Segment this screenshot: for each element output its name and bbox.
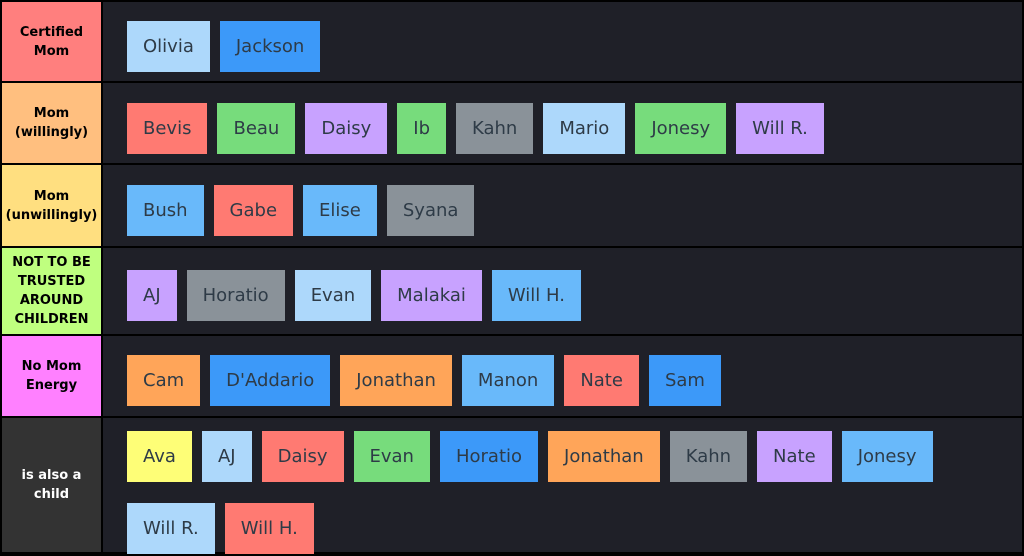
tier-item-chip[interactable]: Sam (648, 355, 721, 406)
tier-item-chip[interactable]: Malakai (381, 270, 482, 321)
tier-item-chip[interactable]: Bush (127, 185, 204, 236)
tier-items-area[interactable]: Bevis Beau Daisy Ib Kahn Mario Jonesy Wi… (103, 83, 1022, 163)
tier-item-chip[interactable]: Manon (461, 355, 555, 406)
tier-item-chip[interactable]: Bevis (127, 103, 208, 154)
tier-items-area[interactable]: Olivia Jackson (103, 2, 1022, 81)
tier-item-chip[interactable]: Jonesy (635, 103, 727, 154)
tier-item-chip[interactable]: Nate (564, 355, 639, 406)
tier-item-chip[interactable]: D'Addario (210, 355, 331, 406)
tier-item-chip[interactable]: Syana (386, 185, 475, 236)
tier-label[interactable]: Mom (willingly) (2, 83, 101, 163)
tier-items-area[interactable]: Bush Gabe Elise Syana (103, 165, 1022, 246)
tier-row: is also a child Ava AJ Daisy Evan Horati… (2, 418, 1022, 554)
tier-item-chip[interactable]: Will R. (736, 103, 824, 154)
tier-item-chip[interactable]: Olivia (127, 21, 210, 72)
tier-items-area[interactable]: AJ Horatio Evan Malakai Will H. (103, 248, 1022, 334)
tier-item-chip[interactable]: Nate (757, 431, 832, 482)
tier-items-area[interactable]: Cam D'Addario Jonathan Manon Nate Sam (103, 336, 1022, 416)
tier-item-chip[interactable]: Daisy (305, 103, 388, 154)
tier-item-chip[interactable]: Elise (303, 185, 377, 236)
tier-item-chip[interactable]: Jonathan (548, 431, 660, 482)
tier-item-chip[interactable]: Horatio (186, 270, 285, 321)
tier-item-chip[interactable]: Evan (294, 270, 372, 321)
tier-item-chip[interactable]: Will H. (491, 270, 581, 321)
tier-row: Certified Mom Olivia Jackson (2, 2, 1022, 81)
tier-item-chip[interactable]: Horatio (439, 431, 539, 482)
tier-item-chip[interactable]: Beau (217, 103, 296, 154)
tier-label[interactable]: Certified Mom (2, 2, 101, 81)
tier-items-area[interactable]: Ava AJ Daisy Evan Horatio Jonathan Kahn … (103, 418, 1022, 554)
tier-item-chip[interactable]: Daisy (261, 431, 344, 482)
tier-item-chip[interactable]: Kahn (456, 103, 534, 154)
tier-item-chip[interactable]: AJ (201, 431, 252, 482)
tier-item-chip[interactable]: Will H. (224, 503, 314, 554)
tier-item-chip[interactable]: AJ (127, 270, 177, 321)
tier-label[interactable]: is also a child (2, 418, 101, 552)
tier-item-chip[interactable]: Cam (127, 355, 201, 406)
tier-item-chip[interactable]: Jonathan (340, 355, 452, 406)
tier-label[interactable]: No Mom Energy (2, 336, 101, 416)
tier-item-chip[interactable]: Jonesy (841, 431, 933, 482)
tier-item-chip[interactable]: Jackson (219, 21, 321, 72)
tier-item-chip[interactable]: Ava (127, 431, 192, 482)
tier-item-chip[interactable]: Mario (543, 103, 626, 154)
tier-row: Mom (unwillingly) Bush Gabe Elise Syana (2, 165, 1022, 246)
tier-item-chip[interactable]: Evan (353, 431, 430, 482)
tier-row: No Mom Energy Cam D'Addario Jonathan Man… (2, 336, 1022, 416)
tier-row: NOT TO BE TRUSTED AROUND CHILDREN AJ Hor… (2, 248, 1022, 334)
tier-item-chip[interactable]: Will R. (127, 503, 215, 554)
tier-row: Mom (willingly) Bevis Beau Daisy Ib Kahn… (2, 83, 1022, 163)
tier-label[interactable]: NOT TO BE TRUSTED AROUND CHILDREN (2, 248, 101, 334)
tier-item-chip[interactable]: Ib (397, 103, 446, 154)
tier-item-chip[interactable]: Gabe (213, 185, 294, 236)
tier-item-chip[interactable]: Kahn (669, 431, 748, 482)
tier-label[interactable]: Mom (unwillingly) (2, 165, 101, 246)
